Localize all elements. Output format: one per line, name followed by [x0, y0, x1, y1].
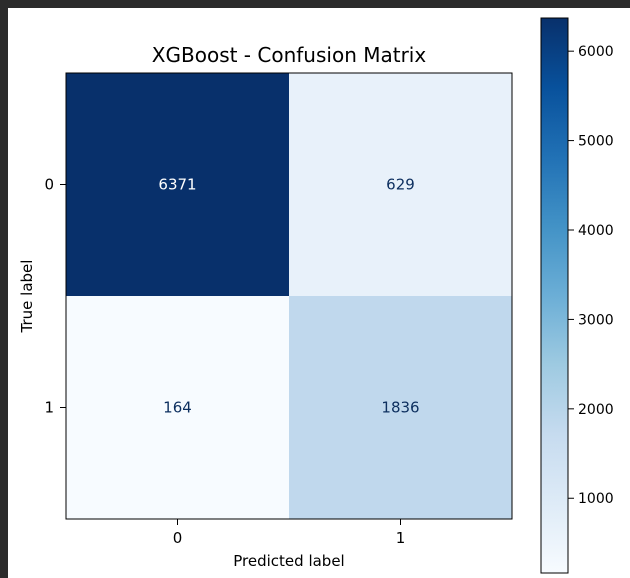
matrix-value-1-1: 1836 — [381, 399, 419, 417]
x-tick-label-0: 0 — [173, 529, 183, 547]
colorbar-tick-label-5000: 5000 — [578, 134, 614, 150]
y-axis-label: True label — [18, 260, 36, 334]
colorbar-tick-label-6000: 6000 — [578, 44, 614, 60]
y-tick-label-1: 1 — [44, 399, 54, 417]
x-tick-label-1: 1 — [396, 529, 406, 547]
matrix-value-0-1: 629 — [386, 176, 415, 194]
colorbar-ticks: 1000 2000 3000 4000 5000 6000 — [568, 44, 614, 507]
matrix-value-0-0: 6371 — [158, 176, 196, 194]
matrix-cell-1-1 — [289, 296, 512, 519]
colorbar-tick-label-1000: 1000 — [578, 491, 614, 507]
colorbar-tick-label-2000: 2000 — [578, 402, 614, 418]
chart-title: XGBoost - Confusion Matrix — [152, 43, 427, 67]
colorbar-tick-label-3000: 3000 — [578, 312, 614, 328]
matrix-frame — [65, 72, 513, 520]
matrix-value-labels: 6371 629 164 1836 — [158, 176, 419, 417]
y-tick-label-0: 0 — [44, 176, 54, 194]
x-axis-label: Predicted label — [233, 552, 344, 570]
matrix-value-1-0: 164 — [163, 399, 192, 417]
colorbar-tick-label-4000: 4000 — [578, 223, 614, 239]
matrix-cells — [66, 73, 512, 519]
matrix-cell-0-1 — [289, 73, 512, 296]
y-axis-ticks: 01 — [44, 176, 66, 417]
colorbar — [540, 17, 569, 574]
matrix-cell-1-0 — [66, 296, 289, 519]
matrix-cell-0-0 — [66, 73, 289, 296]
